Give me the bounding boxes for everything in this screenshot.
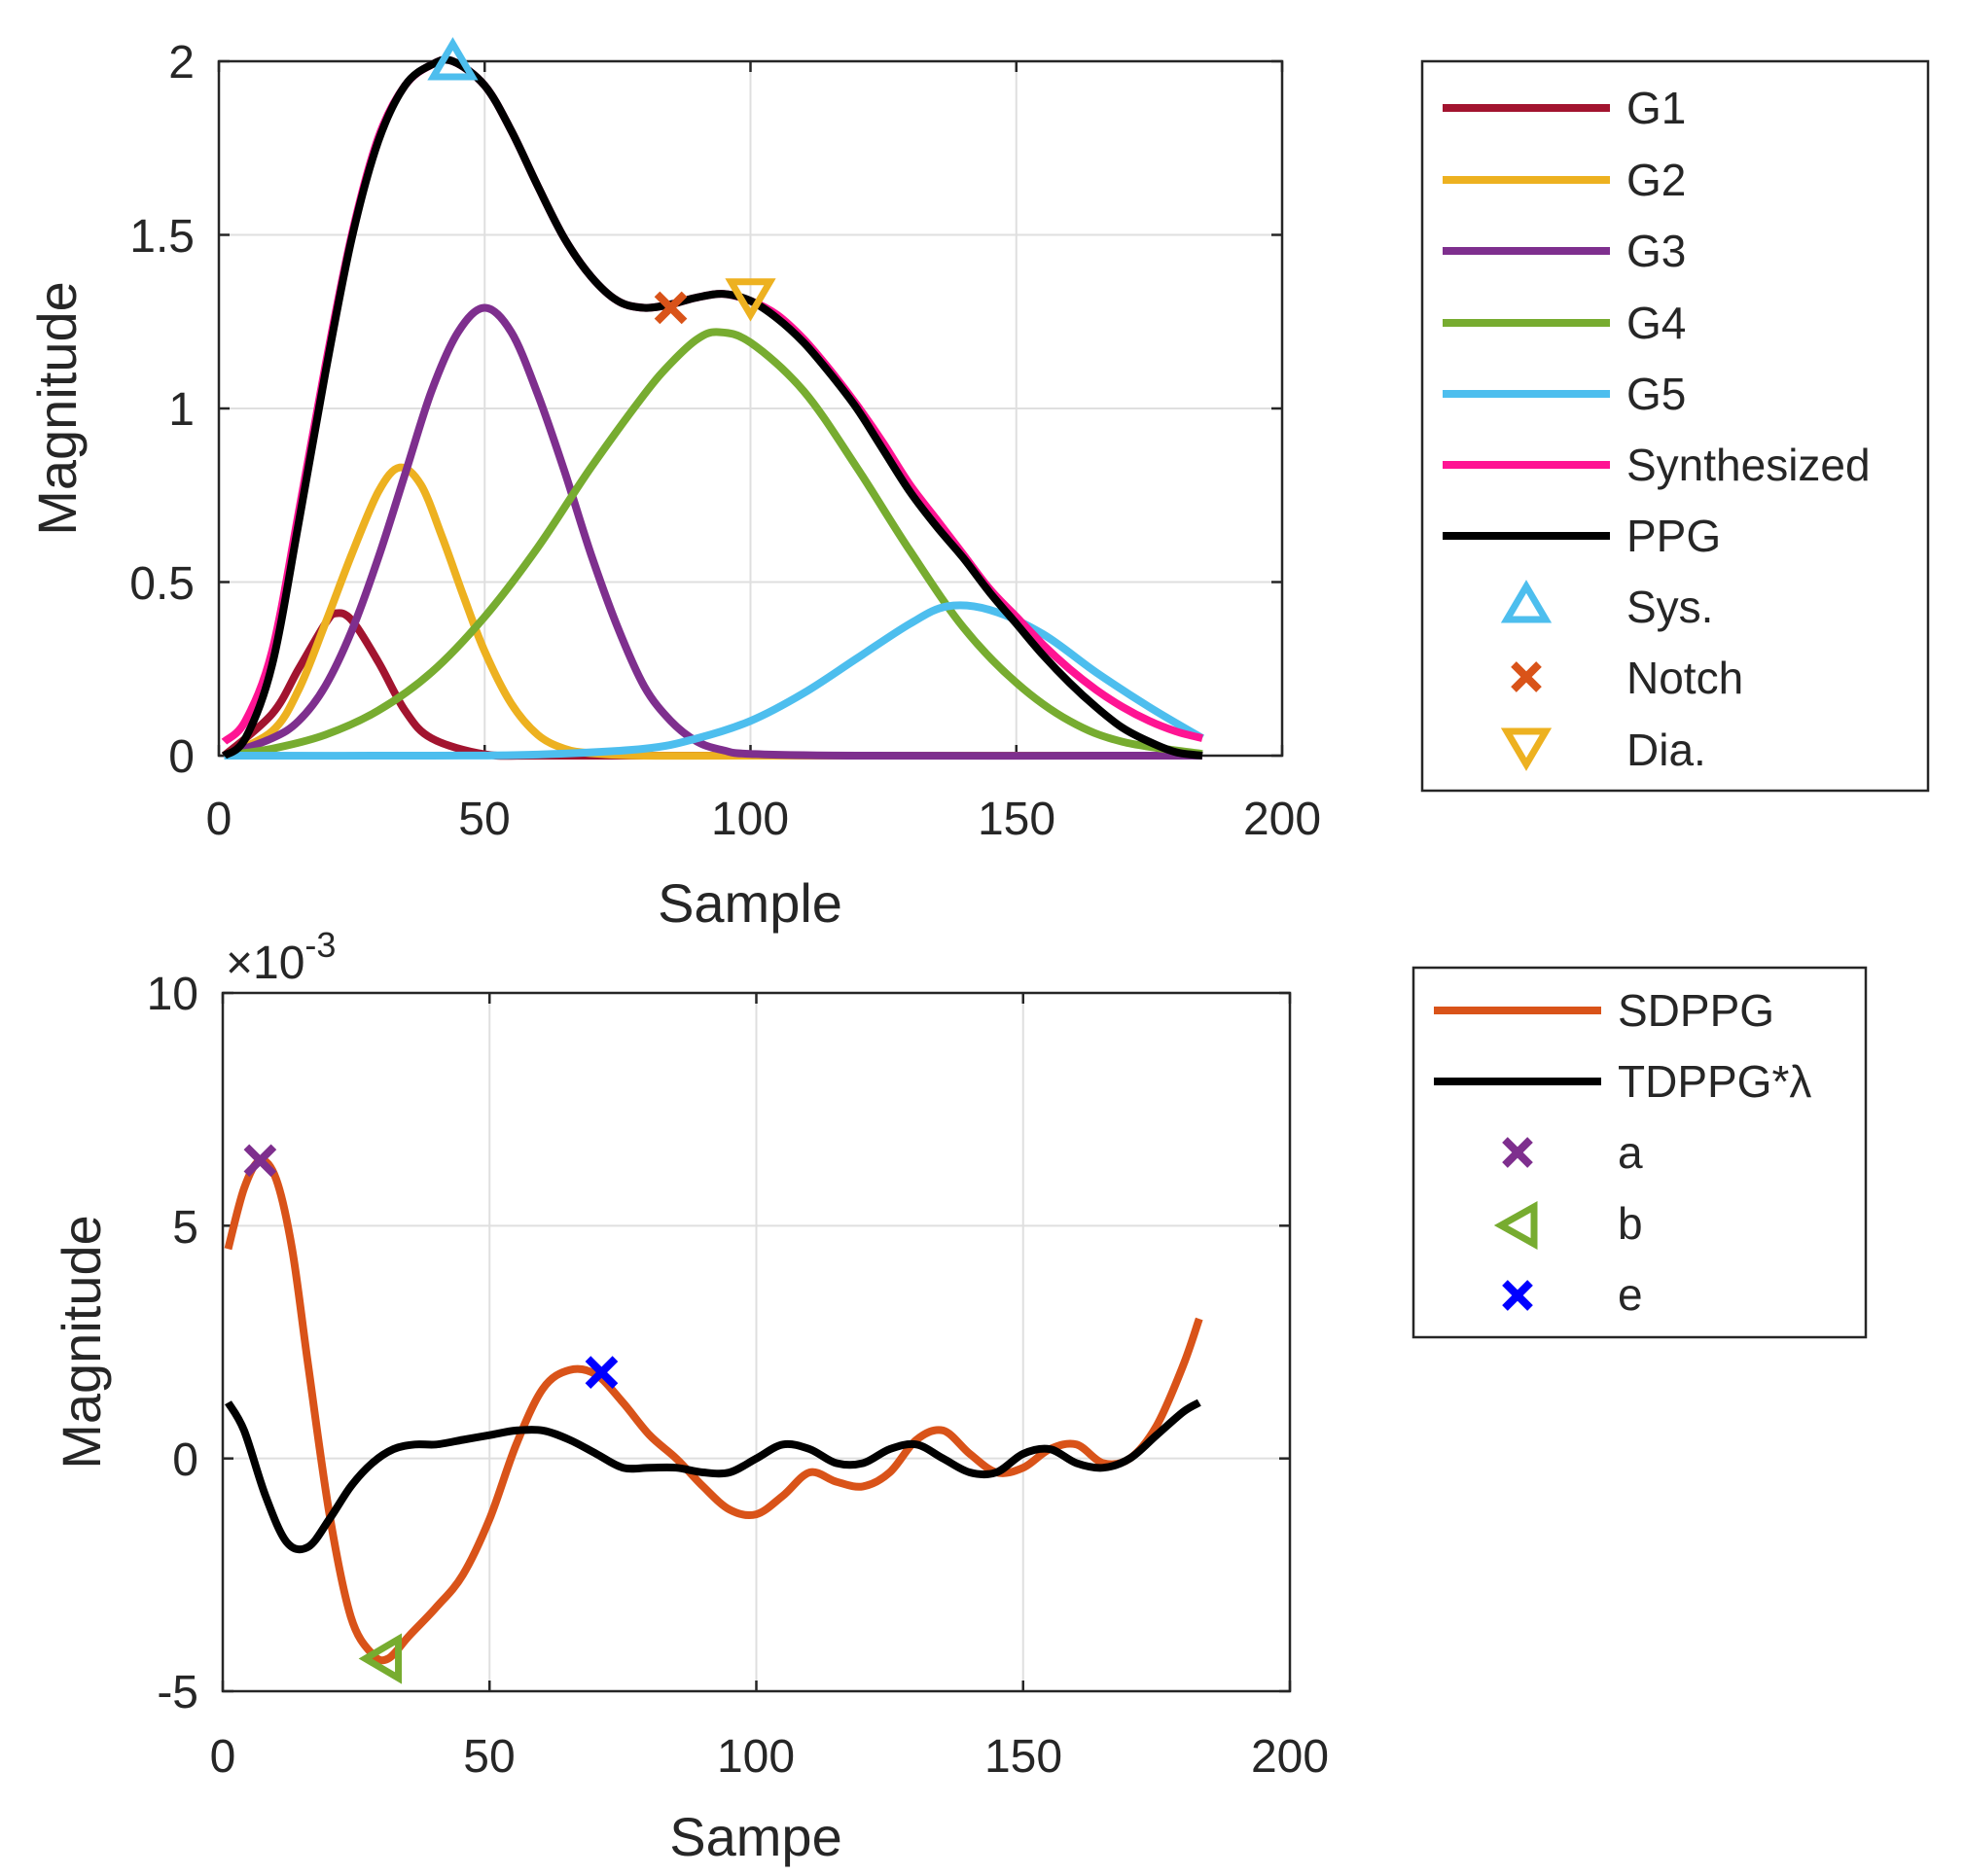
bottom-y-tick-label: -5 (157, 1667, 198, 1718)
top-y-axis-label: Magnitude (26, 281, 88, 536)
legend-label-b: b (1618, 1198, 1643, 1249)
bottom-plot: 0 50 100 150 200 -5 0 5 10 ×10-3 Sampe M… (51, 925, 1329, 1867)
top-plot-markers (427, 37, 776, 325)
top-x-tick-label: 0 (206, 794, 232, 845)
legend-label-a: a (1618, 1127, 1643, 1178)
legend-label-notch: Notch (1626, 653, 1743, 703)
series-line-g4 (223, 328, 1203, 760)
legend-label-g2: G2 (1626, 155, 1686, 205)
marker-dia (725, 278, 776, 322)
series-line-g5 (224, 601, 1205, 761)
bottom-y-tick-label: 5 (172, 1202, 198, 1254)
legend-marker-e-x-icon (1502, 1280, 1533, 1311)
top-legend: G1 G2 G3 G4 G5 Synthesized PPG Sys. Notc… (1420, 59, 1930, 793)
bottom-y-tick-label: 10 (147, 969, 198, 1020)
bottom-y-exponent-base: ×10 (226, 938, 304, 989)
bottom-y-exponent: ×10-3 (226, 925, 336, 989)
top-y-tick-label: 2 (168, 37, 195, 88)
top-y-tick-label: 1.5 (129, 211, 195, 263)
legend-label-ppg: PPG (1626, 511, 1721, 561)
legend-label-synthesized: Synthesized (1626, 440, 1871, 490)
series-line-sdppg (224, 1156, 1203, 1665)
bottom-y-tick-label: 0 (172, 1434, 198, 1486)
legend-label-dia: Dia. (1626, 725, 1706, 775)
legend-marker-a-x-icon (1502, 1137, 1533, 1168)
series-line-tdppg (225, 1398, 1201, 1554)
top-x-tick-label: 150 (978, 794, 1055, 845)
legend-label-g4: G4 (1626, 298, 1686, 348)
bottom-y-axis-label: Magnitude (51, 1215, 112, 1469)
bottom-plot-series (224, 1156, 1203, 1665)
top-x-tick-label: 200 (1243, 794, 1321, 845)
bottom-legend-box (1411, 966, 1868, 1339)
bottom-plot-grid (223, 993, 1290, 1691)
bottom-plot-markers (243, 1144, 619, 1684)
top-x-tick-label: 100 (711, 794, 789, 845)
legend-label-g3: G3 (1626, 226, 1686, 276)
top-y-tick-label: 1 (168, 384, 195, 436)
marker-a (243, 1144, 277, 1178)
legend-label-sys: Sys. (1626, 582, 1713, 632)
bottom-x-tick-label: 150 (984, 1731, 1062, 1783)
bottom-x-tick-label: 50 (463, 1731, 515, 1783)
marker-e (585, 1356, 619, 1389)
top-plot-series (221, 55, 1205, 761)
series-line-g2 (222, 463, 1202, 761)
series-line-ppg (221, 55, 1203, 760)
bottom-x-axis-label: Sampe (669, 1806, 841, 1867)
bottom-y-exponent-power: -3 (304, 925, 336, 965)
legend-marker-notch-x-icon (1511, 661, 1542, 692)
series-line-g3 (223, 303, 1203, 761)
bottom-x-tick-label: 0 (210, 1731, 236, 1783)
top-y-tick-label: 0 (168, 731, 195, 783)
top-plot: 0 50 100 150 200 0 0.5 1 1.5 2 Sample Ma… (26, 37, 1321, 934)
bottom-x-tick-label: 100 (717, 1731, 795, 1783)
legend-marker-sys-triangle-up-icon (1500, 580, 1553, 623)
legend-marker-dia-triangle-down-icon (1500, 727, 1553, 771)
marker-b (358, 1633, 403, 1684)
legend-label-e: e (1618, 1269, 1643, 1320)
legend-label-tdppg: TDPPG*λ (1618, 1056, 1811, 1107)
top-x-tick-label: 50 (458, 794, 510, 845)
legend-marker-b-triangle-left-icon (1493, 1201, 1538, 1250)
bottom-plot-ticks (221, 991, 1292, 1693)
top-y-tick-label: 0.5 (129, 558, 195, 610)
top-plot-grid (219, 61, 1282, 756)
bottom-x-tick-label: 200 (1251, 1731, 1329, 1783)
legend-label-g5: G5 (1626, 369, 1686, 419)
marker-sys (427, 37, 479, 81)
legend-label-g1: G1 (1626, 83, 1686, 133)
top-x-axis-label: Sample (658, 872, 842, 934)
marker-notch (654, 291, 688, 325)
legend-label-sdppg: SDPPG (1618, 985, 1774, 1036)
bottom-legend: SDPPG TDPPG*λ a b e (1411, 966, 1868, 1339)
